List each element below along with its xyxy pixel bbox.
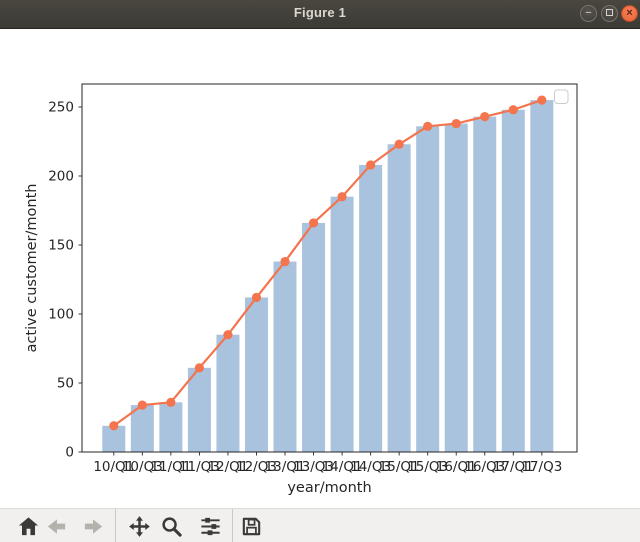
y-tick-label: 0 bbox=[65, 445, 74, 461]
minimize-button[interactable]: − bbox=[580, 5, 597, 22]
x-tick-label: 10/Q1 bbox=[93, 459, 134, 475]
x-tick-label: 10/Q3 bbox=[122, 459, 163, 475]
close-button[interactable]: × bbox=[621, 5, 638, 22]
bar bbox=[130, 405, 154, 452]
data-point-marker bbox=[337, 192, 347, 202]
bar bbox=[359, 164, 383, 452]
bar bbox=[416, 126, 440, 452]
zoom-icon bbox=[161, 516, 182, 537]
data-point-marker bbox=[508, 105, 518, 115]
data-point-marker bbox=[194, 363, 205, 373]
subplots-button[interactable] bbox=[195, 511, 225, 541]
x-tick-label: 11/Q1 bbox=[150, 459, 191, 475]
x-tick-label: 12/Q1 bbox=[207, 459, 248, 475]
data-point-marker bbox=[137, 400, 147, 410]
data-point-marker bbox=[223, 330, 233, 340]
x-tick-label: 15/Q3 bbox=[407, 459, 448, 475]
line-series bbox=[113, 99, 543, 427]
maximize-button[interactable] bbox=[601, 5, 618, 22]
minimize-icon: − bbox=[585, 7, 592, 19]
bar bbox=[330, 196, 354, 452]
bar bbox=[444, 123, 468, 452]
toolbar-separator bbox=[115, 509, 116, 542]
figure-canvas[interactable]: 0 50 100 150 200 250 10/Q1 10/Q3 11/Q1 11/Q3 12/Q1… bbox=[0, 29, 640, 508]
x-tick-label: 16/Q1 bbox=[436, 459, 477, 475]
data-point-marker bbox=[423, 121, 433, 131]
x-tick-label: 16/Q3 bbox=[464, 459, 505, 475]
data-point-marker bbox=[537, 95, 547, 105]
bar bbox=[501, 109, 525, 452]
bar bbox=[102, 425, 126, 452]
x-tick-label: 15/Q1 bbox=[379, 459, 420, 475]
x-tick-label: 11/Q3 bbox=[179, 459, 220, 475]
data-point-marker bbox=[451, 118, 461, 129]
x-tick-label: 14/Q3 bbox=[350, 459, 391, 475]
chart-plot[interactable]: 0 50 100 150 200 250 10/Q110/Q311/Q111/Q312/Q1… bbox=[0, 29, 640, 508]
x-tick-label: 17/Q1 bbox=[493, 459, 534, 475]
pan-button[interactable] bbox=[124, 511, 154, 541]
title-bar[interactable]: Figure 1 − × bbox=[0, 0, 640, 29]
legend-box bbox=[554, 89, 569, 104]
back-arrow-icon bbox=[47, 518, 65, 534]
bar bbox=[159, 402, 183, 452]
window-title: Figure 1 bbox=[293, 5, 347, 20]
close-icon: × bbox=[626, 7, 633, 19]
forward-button[interactable] bbox=[78, 511, 108, 541]
x-axis-label: year/month bbox=[287, 480, 371, 496]
bar bbox=[244, 297, 268, 452]
home-icon bbox=[18, 516, 38, 535]
save-icon bbox=[242, 517, 260, 535]
data-point-marker bbox=[308, 218, 319, 228]
y-tick-label: 200 bbox=[48, 169, 74, 185]
bar bbox=[273, 261, 297, 452]
bar bbox=[473, 116, 497, 452]
x-tick-label: 12/Q3 bbox=[236, 459, 277, 475]
axes-frame bbox=[81, 83, 578, 453]
y-tick-label: 100 bbox=[48, 307, 74, 323]
bar bbox=[302, 222, 326, 452]
bar bbox=[387, 144, 411, 452]
toolbar-separator bbox=[232, 509, 233, 542]
x-tick-label: 14/Q1 bbox=[322, 459, 363, 475]
data-point-marker bbox=[394, 139, 404, 149]
bar bbox=[187, 367, 211, 452]
y-axis-label: active customer/month bbox=[24, 184, 40, 353]
x-tick-label: 17/Q3 bbox=[521, 459, 562, 475]
data-point-marker bbox=[251, 292, 262, 303]
x-tick-label: 13/Q1 bbox=[265, 459, 306, 475]
x-tick-label: 13/Q3 bbox=[293, 459, 334, 475]
save-button[interactable] bbox=[236, 511, 266, 541]
y-tick-label: 50 bbox=[57, 376, 74, 392]
data-point-marker bbox=[366, 160, 376, 170]
forward-arrow-icon bbox=[84, 518, 102, 534]
y-tick-label: 250 bbox=[48, 100, 74, 116]
data-point-marker bbox=[166, 397, 176, 407]
subplots-icon bbox=[200, 517, 220, 535]
pan-icon bbox=[128, 515, 150, 537]
data-point-marker bbox=[480, 112, 490, 122]
back-button[interactable] bbox=[41, 511, 71, 541]
data-point-marker bbox=[109, 421, 119, 431]
zoom-button[interactable] bbox=[156, 511, 186, 541]
navigation-toolbar bbox=[0, 508, 640, 542]
bar bbox=[216, 334, 240, 452]
maximize-icon bbox=[606, 9, 613, 16]
y-tick-label: 150 bbox=[48, 238, 74, 254]
data-point-marker bbox=[280, 256, 290, 267]
home-button[interactable] bbox=[13, 511, 43, 541]
bar bbox=[530, 100, 554, 452]
